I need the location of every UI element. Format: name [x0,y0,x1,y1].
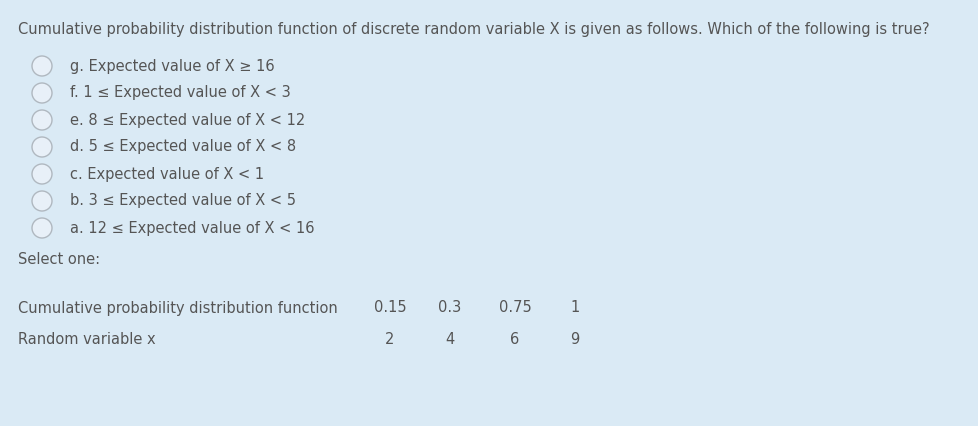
Circle shape [32,110,52,130]
Text: c. Expected value of X < 1: c. Expected value of X < 1 [70,167,264,181]
Text: 9: 9 [570,333,579,348]
Text: 2: 2 [385,333,394,348]
Text: a. 12 ≤ Expected value of X < 16: a. 12 ≤ Expected value of X < 16 [70,221,314,236]
Text: Cumulative probability distribution function of discrete random variable X is gi: Cumulative probability distribution func… [18,22,929,37]
Text: b. 3 ≤ Expected value of X < 5: b. 3 ≤ Expected value of X < 5 [70,193,295,208]
Circle shape [32,83,52,103]
Circle shape [32,137,52,157]
Circle shape [32,164,52,184]
Text: g. Expected value of X ≥ 16: g. Expected value of X ≥ 16 [70,58,275,74]
Circle shape [32,218,52,238]
Text: f. 1 ≤ Expected value of X < 3: f. 1 ≤ Expected value of X < 3 [70,86,290,101]
Text: 0.15: 0.15 [374,300,406,316]
Text: Cumulative probability distribution function: Cumulative probability distribution func… [18,300,337,316]
Text: 0.3: 0.3 [438,300,462,316]
Text: 1: 1 [570,300,579,316]
Text: 4: 4 [445,333,454,348]
Text: e. 8 ≤ Expected value of X < 12: e. 8 ≤ Expected value of X < 12 [70,112,305,127]
Circle shape [32,56,52,76]
Text: Select one:: Select one: [18,253,100,268]
Text: Random variable x: Random variable x [18,333,156,348]
Text: 6: 6 [510,333,519,348]
Text: 0.75: 0.75 [498,300,531,316]
Circle shape [32,191,52,211]
Text: d. 5 ≤ Expected value of X < 8: d. 5 ≤ Expected value of X < 8 [70,139,295,155]
